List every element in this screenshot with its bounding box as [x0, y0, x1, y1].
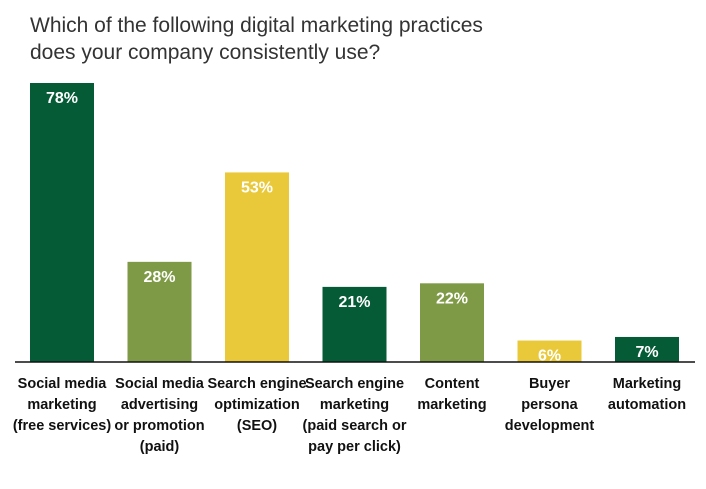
bar-1: [30, 83, 94, 362]
category-label-line: marketing: [320, 397, 389, 413]
category-label-line: pay per click): [308, 439, 401, 455]
bar-value-label: 21%: [338, 294, 370, 311]
category-label: Search engine marketing (paid search or pay…: [303, 376, 407, 455]
category-label-line: Marketing: [613, 376, 682, 392]
bar-value-label: 28%: [143, 269, 175, 286]
category-label-line: Content: [425, 376, 480, 392]
category-label-line: (paid): [140, 439, 180, 455]
category-label-line: Buyer: [529, 376, 570, 392]
category-label-line: Search engine: [207, 376, 306, 392]
category-label-line: marketing: [417, 397, 486, 413]
bar-value-label: 7%: [635, 344, 658, 361]
category-label-line: (SEO): [237, 418, 277, 434]
category-labels-group: Social media marketing (free services)Soci…: [13, 376, 686, 455]
bar-2: [127, 261, 192, 362]
category-label-line: Social media: [18, 376, 108, 392]
bar-value-label: 53%: [241, 179, 273, 196]
bar-6: [517, 340, 582, 362]
category-label: Social media marketing (free services): [13, 376, 112, 434]
category-label-line: Social media: [115, 376, 205, 392]
category-label-line: optimization: [214, 397, 299, 413]
category-label-line: or promotion: [114, 418, 204, 434]
category-label: Marketing automation: [608, 376, 686, 413]
category-label: Content marketing: [417, 376, 486, 413]
category-label-line: persona: [521, 397, 578, 413]
category-label: Social media advertising or promotion (paid…: [114, 376, 204, 455]
category-label-line: development: [505, 418, 595, 434]
category-label-line: automation: [608, 397, 686, 413]
category-label-line: (paid search or: [303, 418, 407, 434]
category-label-line: (free services): [13, 418, 112, 434]
bar-5: [420, 283, 484, 362]
bar-value-label: 22%: [436, 290, 468, 307]
bar-value-label: 78%: [46, 90, 78, 107]
bar-7: [615, 336, 679, 362]
category-label-line: marketing: [27, 397, 96, 413]
bars-group: 78% 28% 53% 21% 22% 6% 7%: [30, 83, 679, 365]
chart-title: Which of the following digital marketing…: [30, 14, 483, 64]
category-label: Buyer persona development: [505, 376, 595, 434]
bar-3: [225, 172, 289, 362]
bar-4: [322, 286, 387, 362]
bar-value-label: 6%: [538, 348, 561, 365]
category-label: Search engine optimization (SEO): [207, 376, 306, 434]
category-label-line: Search engine: [305, 376, 404, 392]
category-label-line: advertising: [121, 397, 198, 413]
